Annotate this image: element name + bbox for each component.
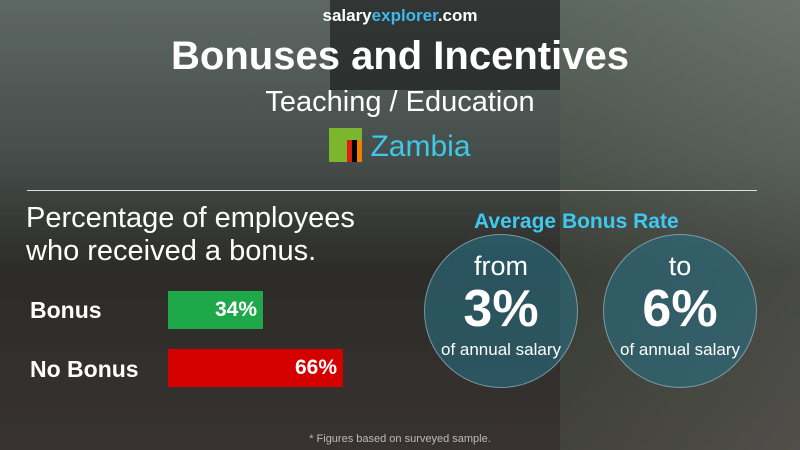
footnote: * Figures based on surveyed sample.	[309, 433, 491, 445]
brand-logo: salaryexplorer.com	[322, 6, 478, 25]
bonus-rate-heading: Average Bonus Rate	[474, 210, 679, 233]
country-label: Zambia	[0, 128, 800, 165]
bar-label-no-bonus: No Bonus	[30, 356, 139, 382]
divider	[27, 190, 757, 191]
bonus-rate-to-circle: to 6% of annual salary	[603, 234, 757, 388]
bar-no-bonus: 66%	[168, 349, 343, 387]
page-title: Bonuses and Incentives	[171, 34, 629, 78]
bar-label-bonus: Bonus	[30, 297, 102, 323]
bonus-rate-to-value: 6%	[642, 280, 718, 338]
page-subtitle: Teaching / Education	[265, 86, 535, 118]
bar-bonus: 34%	[168, 291, 263, 329]
bar-value-bonus: 34%	[214, 298, 257, 321]
bar-value-no-bonus: 66%	[294, 356, 337, 379]
background-screen	[330, 0, 560, 90]
chart-question: Percentage of employees who received a bo…	[26, 202, 355, 267]
zambia-flag-icon	[329, 128, 363, 163]
bonus-rate-from-value: 3%	[463, 280, 539, 338]
bonus-rate-from-circle: from 3% of annual salary	[424, 234, 578, 388]
